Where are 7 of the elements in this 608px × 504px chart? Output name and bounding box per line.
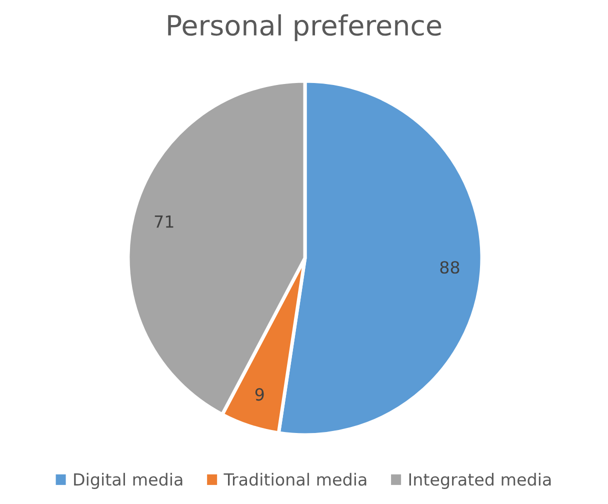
- legend-label: Digital media: [74, 472, 182, 489]
- legend-label: Traditional media: [224, 472, 366, 486]
- data-label: 71: [154, 216, 174, 228]
- data-label: 9: [255, 388, 264, 401]
- legend-label: Integrated media: [409, 472, 551, 489]
- data-label: 88: [440, 261, 460, 274]
- chart-title: Personal preference: [168, 14, 442, 42]
